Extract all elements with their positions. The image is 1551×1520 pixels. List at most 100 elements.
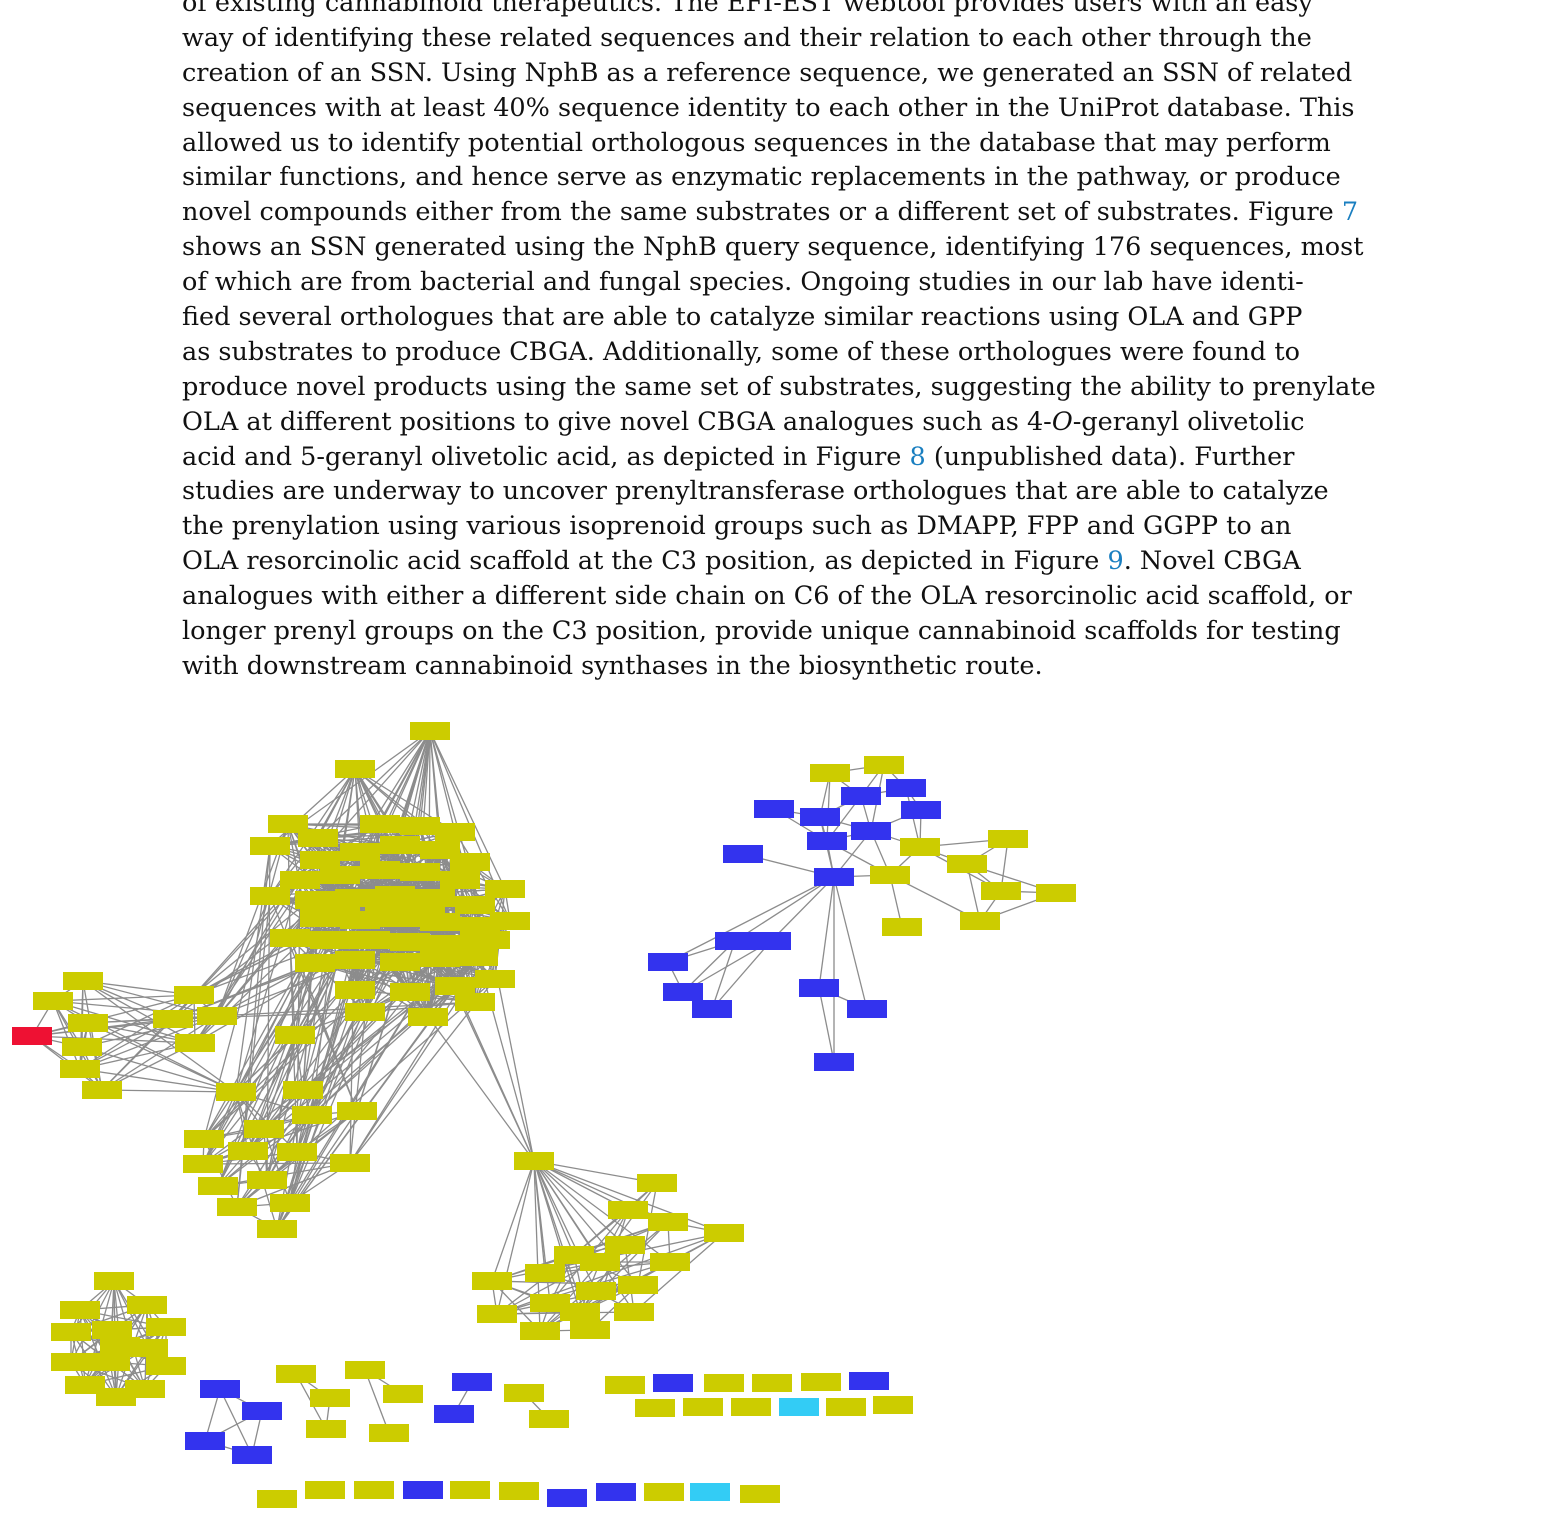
sequence-node (403, 1481, 443, 1499)
sequence-node (250, 837, 290, 855)
sequence-node (127, 1296, 167, 1314)
paragraph-line: shows an SSN generated using the NphB qu… (182, 232, 1364, 263)
sequence-node (350, 931, 390, 949)
network-edge (533, 1160, 639, 1286)
sequence-node (420, 949, 460, 967)
network-edge (711, 940, 736, 1010)
sequence-node (870, 866, 910, 884)
sequence-node (335, 981, 375, 999)
sequence-node (779, 1398, 819, 1416)
sequence-node (390, 933, 430, 951)
line-text: . Novel CBGA (1123, 546, 1301, 577)
sequence-node (635, 1399, 675, 1417)
network-edge (533, 1160, 725, 1234)
sequence-node (704, 1374, 744, 1392)
sequence-node (596, 1483, 636, 1501)
sequence-node (228, 1142, 268, 1160)
sequence-node (305, 1481, 345, 1499)
network-edge (276, 917, 401, 1230)
sequence-node (268, 815, 308, 833)
network-edge (52, 1000, 81, 1070)
network-edge (82, 980, 196, 1044)
sequence-node (292, 1106, 332, 1124)
network-edge (101, 1018, 174, 1091)
sequence-node (470, 931, 510, 949)
sequence-node (981, 882, 1021, 900)
network-edge (496, 1160, 535, 1315)
sequence-node (653, 1374, 693, 1392)
paragraph-line: way of identifying these related sequenc… (182, 22, 1312, 53)
network-edge (263, 1128, 291, 1204)
sequence-node (337, 1102, 377, 1120)
sequence-node (605, 1376, 645, 1394)
network-edge (711, 940, 772, 1010)
sequence-node (280, 871, 320, 889)
sequence-node (217, 1198, 257, 1216)
sequence-node (605, 1236, 645, 1254)
network-edge (818, 987, 835, 1063)
sequence-node (82, 1081, 122, 1099)
paragraph-line: longer prenyl groups on the C3 position,… (182, 616, 1341, 647)
sequence-node (369, 1424, 409, 1442)
sequence-node (410, 722, 450, 740)
line-text: -geranyl olivetolic (1072, 406, 1305, 437)
sequence-node (320, 866, 360, 884)
line-text: acid and 5-geranyl olivetolic acid, as d… (182, 441, 902, 472)
sequence-node (270, 929, 310, 947)
sequence-node (335, 951, 375, 969)
sequence-node (400, 863, 440, 881)
sequence-node (692, 1000, 732, 1018)
sequence-node (704, 1224, 744, 1242)
sequence-node (345, 1003, 385, 1021)
paragraph-line: produce novel products using the same se… (182, 371, 1376, 402)
network-edge (81, 1046, 237, 1093)
network-edge (477, 956, 535, 1162)
figure-9-link[interactable]: 9 (1107, 546, 1124, 577)
network-edge (667, 876, 835, 963)
sequence-node (648, 1213, 688, 1231)
network-edge (247, 962, 316, 1152)
network-edge (833, 876, 868, 1010)
sequence-node (345, 1361, 385, 1379)
body-paragraph: of existing cannabinoid therapeutics. Th… (182, 0, 1376, 684)
network-edge (82, 980, 237, 1093)
network-edge (533, 1160, 658, 1184)
sequence-node (723, 845, 763, 863)
sequence-node (153, 1010, 193, 1028)
sequence-node (232, 1446, 272, 1464)
network-edge (302, 897, 356, 1091)
sequence-node (185, 1432, 225, 1450)
paragraph-line: fied several orthologues that are able t… (182, 302, 1303, 333)
sequence-node (882, 918, 922, 936)
sequence-node (340, 843, 380, 861)
figure-7-link[interactable]: 7 (1341, 197, 1359, 228)
network-edge (87, 1022, 237, 1093)
figure-8-link[interactable]: 8 (909, 441, 926, 472)
sequence-node (851, 822, 891, 840)
sequence-node (450, 1481, 490, 1499)
sequence-node (814, 868, 854, 886)
sequence-node (960, 912, 1000, 930)
line-text: OLA resorcinolic acid scaffold at the C3… (182, 546, 1100, 577)
sequence-node (360, 861, 400, 879)
sequence-node (198, 1177, 238, 1195)
sequence-node (51, 1323, 91, 1341)
sequence-node (184, 1130, 224, 1148)
sequence-node (683, 1398, 723, 1416)
network-edge (294, 1034, 304, 1091)
sequence-node (257, 1490, 297, 1508)
network-edge (31, 994, 195, 1037)
network-edge (818, 876, 835, 989)
sequence-node (247, 1171, 287, 1189)
sequence-node (383, 1385, 423, 1403)
sequence-node (740, 1485, 780, 1503)
paragraph-line: the prenylation using various isoprenoid… (182, 511, 1292, 542)
network-edge (637, 1182, 658, 1286)
paragraph-line: similar functions, and hence serve as en… (182, 162, 1341, 193)
sequence-node (257, 1220, 297, 1238)
sequence-node (250, 887, 290, 905)
sequence-node (873, 1396, 913, 1414)
sequence-node (400, 817, 440, 835)
sequence-node (68, 1014, 108, 1032)
network-edge (533, 1160, 575, 1256)
